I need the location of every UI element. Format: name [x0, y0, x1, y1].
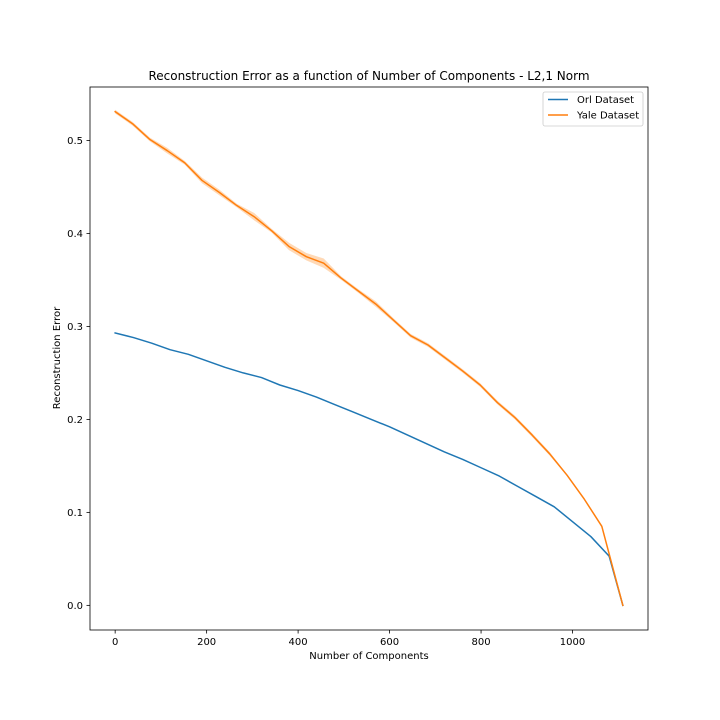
plot-content — [114, 109, 624, 607]
chart-title: Reconstruction Error as a function of Nu… — [148, 69, 589, 83]
y-tick-label: 0.2 — [67, 415, 83, 426]
x-tick-label: 1000 — [560, 637, 585, 648]
x-tick-label: 400 — [289, 637, 308, 648]
y-axis-title: Reconstruction Error — [52, 306, 63, 409]
x-tick-label: 800 — [472, 637, 491, 648]
legend-label-orl: Orl Dataset — [577, 95, 634, 106]
y-tick-label: 0.5 — [67, 136, 83, 147]
y-axis-ticks: 0.0 0.1 0.2 0.3 0.4 0.5 — [67, 136, 90, 612]
legend-box — [542, 91, 644, 127]
series-line-orl — [114, 332, 624, 607]
axes-frame — [89, 86, 649, 631]
y-tick-label: 0.0 — [67, 601, 83, 612]
y-tick-label: 0.4 — [67, 229, 83, 240]
x-tick-label: 600 — [380, 637, 399, 648]
legend-label-yale: Yale Dataset — [576, 111, 639, 122]
series-line-yale — [114, 110, 624, 607]
x-axis-ticks: 0 200 400 600 800 1000 — [112, 630, 585, 648]
y-tick-label: 0.1 — [67, 508, 83, 519]
x-tick-label: 200 — [197, 637, 216, 648]
x-tick-label: 0 — [112, 637, 118, 648]
x-axis-title: Number of Components — [309, 651, 428, 662]
legend: Orl Dataset Yale Dataset — [542, 91, 644, 127]
y-tick-label: 0.3 — [67, 322, 83, 333]
